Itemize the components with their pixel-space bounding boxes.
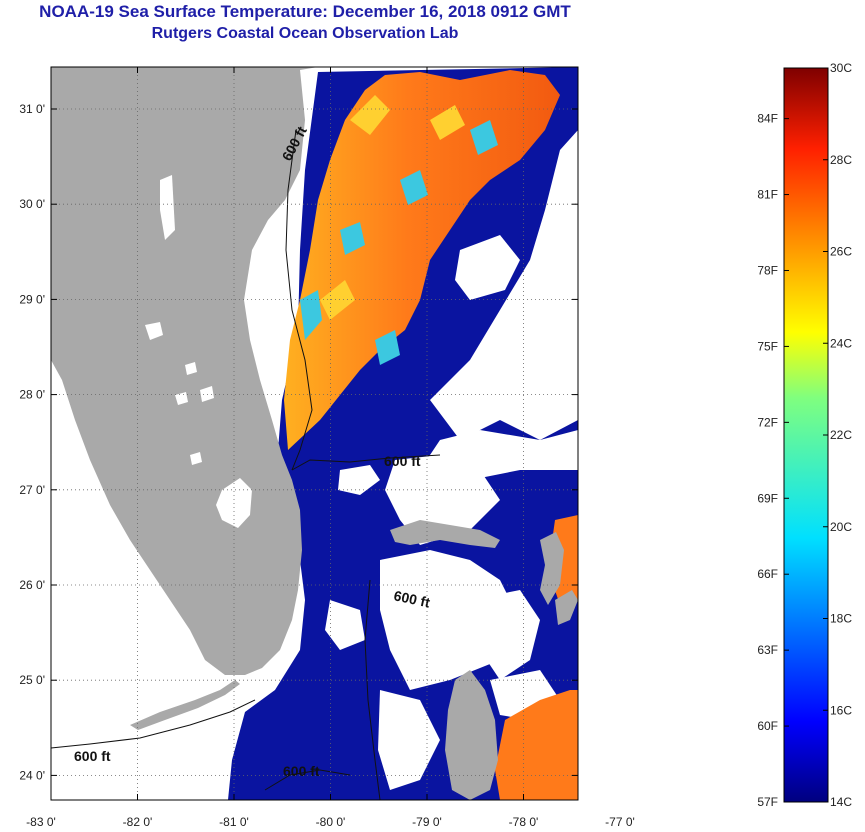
inland-lakes [145, 175, 214, 465]
lat-tick-label: 31 0' [19, 102, 45, 116]
map-title: NOAA-19 Sea Surface Temperature: Decembe… [39, 2, 571, 21]
hot-spots [320, 95, 465, 320]
colorbar-gradient [783, 67, 829, 803]
celsius-tick-label: 30C [830, 61, 852, 75]
fahrenheit-tick-label: 69F [757, 491, 778, 505]
florida-keys [130, 680, 240, 730]
cool-edge-patches [300, 120, 498, 365]
map-subtitle: Rutgers Coastal Ocean Observation Lab [151, 25, 459, 42]
celsius-tick-label: 26C [830, 245, 852, 259]
lon-tick-label: -82 0' [123, 815, 153, 829]
lon-tick-label: -83 0' [26, 815, 56, 829]
andros-island [445, 670, 498, 800]
map-frame [50, 66, 579, 801]
lat-tick-label: 30 0' [19, 197, 45, 211]
contour-label-straits: 600 ft [392, 587, 431, 610]
lat-tick-label: 25 0' [19, 673, 45, 687]
celsius-tick-label: 18C [830, 612, 852, 626]
sst-map: 600 ft 600 ft 600 ft 600 ft 600 ft -83 0… [19, 66, 635, 829]
colorbar-ticks: 30C 28C 26C 24C 22C 20C 18C 16C 14C 84F 81F 78F 75F 7… [757, 61, 852, 809]
florida-landmass [51, 67, 318, 675]
lat-tick-label: 28 0' [19, 388, 45, 402]
contour-label-south: 600 ft [283, 763, 320, 779]
celsius-tick-label: 28C [830, 153, 852, 167]
abaco-island [540, 532, 564, 605]
fahrenheit-tick-label: 57F [757, 795, 778, 809]
isobath-contours [51, 129, 441, 800]
fahrenheit-tick-label: 75F [757, 339, 778, 353]
fahrenheit-tick-label: 81F [757, 188, 778, 202]
map-axis-ticks: -83 0' -82 0' -81 0' -80 0' -79 0' -78 0' -77 … [19, 67, 635, 829]
celsius-tick-label: 14C [830, 795, 852, 809]
grand-bahama-island [390, 520, 500, 548]
lon-tick-label: -78 0' [509, 815, 539, 829]
warm-water-plume [284, 70, 560, 450]
lon-tick-label: -79 0' [412, 815, 442, 829]
lon-tick-label: -80 0' [316, 815, 346, 829]
fahrenheit-tick-label: 84F [757, 112, 778, 126]
fahrenheit-tick-label: 78F [757, 263, 778, 277]
celsius-tick-label: 22C [830, 428, 852, 442]
celsius-tick-label: 16C [830, 703, 852, 717]
eleuthera-island [555, 590, 578, 625]
warm-patch-southeast [495, 690, 578, 800]
map-plot-area [51, 67, 578, 800]
lat-tick-label: 26 0' [19, 578, 45, 592]
celsius-tick-label: 24C [830, 336, 852, 350]
lon-tick-label: -81 0' [219, 815, 249, 829]
lat-tick-label: 27 0' [19, 483, 45, 497]
lat-tick-label: 24 0' [19, 768, 45, 782]
celsius-tick-label: 20C [830, 520, 852, 534]
temperature-colorbar: 30C 28C 26C 24C 22C 20C 18C 16C 14C 84F 81F 78F 75F 7… [757, 61, 852, 809]
fahrenheit-tick-label: 63F [757, 643, 778, 657]
fahrenheit-tick-label: 72F [757, 415, 778, 429]
lon-tick-label: -77 0' [605, 815, 635, 829]
fahrenheit-tick-label: 60F [757, 719, 778, 733]
lat-tick-label: 29 0' [19, 292, 45, 306]
contour-label-bahama-bank: 600 ft [384, 453, 421, 469]
fahrenheit-tick-label: 66F [757, 567, 778, 581]
contour-label-southwest: 600 ft [74, 748, 111, 764]
